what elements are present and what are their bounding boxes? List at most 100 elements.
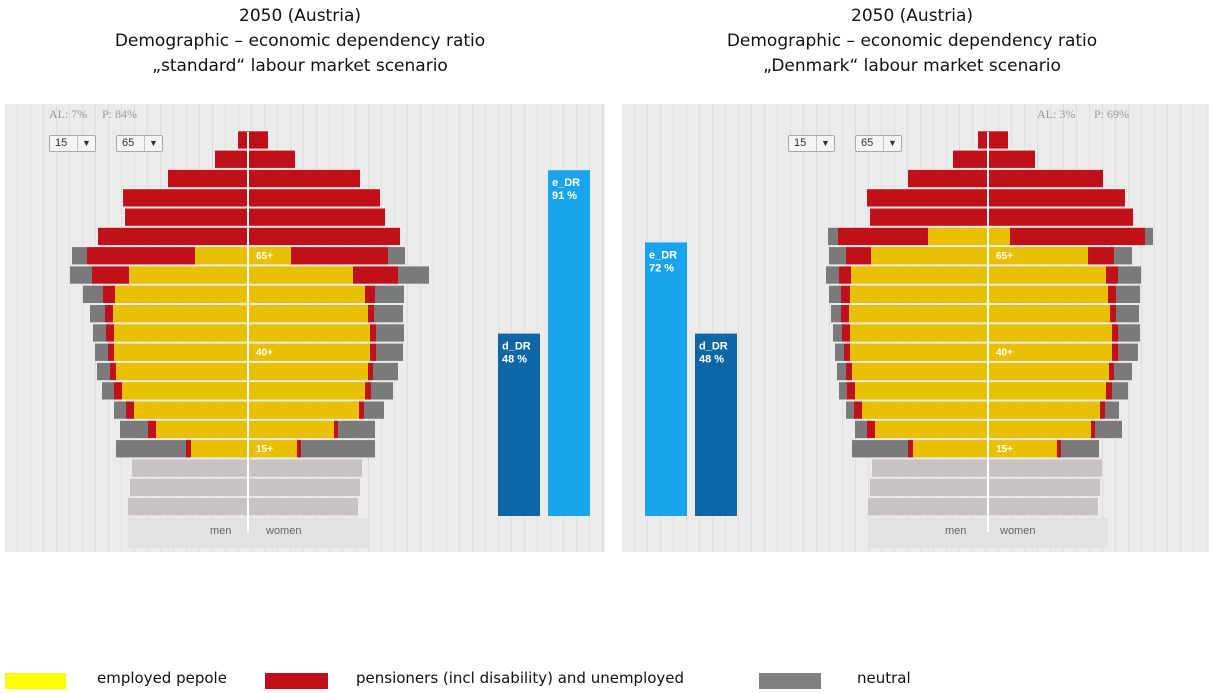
grid-line [82,104,83,552]
bar-men-children [130,478,248,496]
bar-men-pensioners [846,247,871,265]
stat-p: P: 84% [102,107,138,121]
bar-men-neutral [831,305,841,323]
bar-women-neutral [371,382,393,400]
legend-swatch-neutral [759,673,821,689]
bar-men-pensioners [842,324,850,342]
title-line-2: Demographic – economic dependency ratio [114,31,486,51]
bar-men-neutral [102,382,114,400]
bar-women-employed [248,343,370,361]
bar-men-pensioners [870,208,988,226]
bar-men-neutral [839,382,847,400]
bar-women-neutral [1114,362,1132,381]
bar-women-neutral [1116,285,1140,303]
bar-women-pensioners [248,208,385,226]
grid-line [777,104,778,552]
grid-line [1167,104,1168,552]
bar-women-children [988,459,1102,477]
bar-women-neutral [374,305,403,323]
bar-women-neutral [376,324,404,342]
min-age-value: 15 [55,137,68,149]
bar-men-neutral [855,420,867,439]
bar-women-employed [988,324,1112,342]
pyramid-bars [826,131,1153,516]
bar-men-pensioners [238,131,248,149]
men-label: men [945,525,967,537]
bar-women-pensioners [359,401,364,419]
dropdown-arrow-icon: ▼ [883,136,901,151]
bar-men-employed [855,382,988,400]
title-line-3: „standard“ labour market scenario [152,56,448,76]
bar-women-employed [248,266,353,284]
bar-men-pensioners [839,266,851,284]
bar-men-neutral [114,401,126,419]
chart-title-left: 2050 (Austria) Demographic – economic de… [0,4,600,79]
bar-men-pensioners [105,305,113,323]
bar-women-pensioners [988,169,1103,188]
grid-line [1141,104,1142,552]
grid-line [30,104,31,552]
bar-men-pensioners [844,343,850,361]
bar-men-pensioners [854,401,862,419]
bar-women-employed [988,362,1109,381]
bar-women-neutral [364,401,384,419]
bar-men-pensioners [123,189,248,207]
grid-line [725,104,726,552]
max-age-value: 65 [122,137,135,149]
bar-women-pensioners [370,324,376,342]
ratio-value-label: 91 % [552,190,577,202]
bar-women-pensioners [370,343,376,361]
max-age-select[interactable]: 65 ▼ [855,135,902,152]
bar-women-pensioners [365,382,371,400]
bar-women-employed [248,440,297,458]
bar-women-neutral [388,247,405,265]
dropdown-arrow-icon: ▼ [144,136,162,151]
grid-line [17,104,18,552]
bar-women-pensioners [1109,362,1114,381]
ratio-bar-e_DR [548,170,590,516]
bar-women-pensioners [988,131,1008,149]
legend-swatch-pensioners [265,673,328,689]
bar-men-neutral [120,420,148,439]
bar-women-pensioners [1112,324,1118,342]
women-label: women [266,525,302,537]
bar-women-pensioners [1110,305,1116,323]
bar-men-pensioners [867,420,875,439]
chart-title-right: 2050 (Austria) Demographic – economic de… [612,4,1212,79]
bar-women-pensioners [248,131,268,149]
bar-men-children [872,459,988,477]
bar-men-employed [134,401,248,419]
bar-women-neutral [1145,227,1153,246]
min-age-value: 15 [794,137,807,149]
bar-women-children [988,498,1098,516]
dropdown-arrow-icon: ▼ [816,136,834,151]
bar-men-neutral [116,440,186,458]
bar-men-employed [122,382,248,400]
bar-women-employed [248,420,334,439]
pyramid-panel-denmark: 65+ 40+ 15+ e_DR 72 % d_DR 48 % AL: 3% P: 69% … [622,104,1209,552]
bar-men-pensioners [908,440,913,458]
grid-line [420,104,421,552]
bar-men-neutral [837,362,846,381]
grid-line [829,104,830,552]
max-age-select[interactable]: 65 ▼ [116,135,163,152]
grid-line [537,104,538,552]
bar-men-neutral [852,440,908,458]
bar-women-pensioners [368,362,373,381]
bar-men-pensioners [168,169,248,188]
legend-label-pensioners: pensioners (incl disability) and unemplo… [356,669,685,687]
grid-line [751,104,752,552]
bar-men-pensioners [106,324,114,342]
min-age-select[interactable]: 15 ▼ [49,135,96,152]
bar-women-pensioners [353,266,398,284]
bar-women-neutral [1118,324,1140,342]
grid-line [56,104,57,552]
grid-line [803,104,804,552]
title-line-2: Demographic – economic dependency ratio [726,31,1098,51]
bar-women-neutral [1118,266,1141,284]
bar-men-neutral [90,305,105,323]
bar-men-employed [849,305,988,323]
min-age-select[interactable]: 15 ▼ [788,135,835,152]
